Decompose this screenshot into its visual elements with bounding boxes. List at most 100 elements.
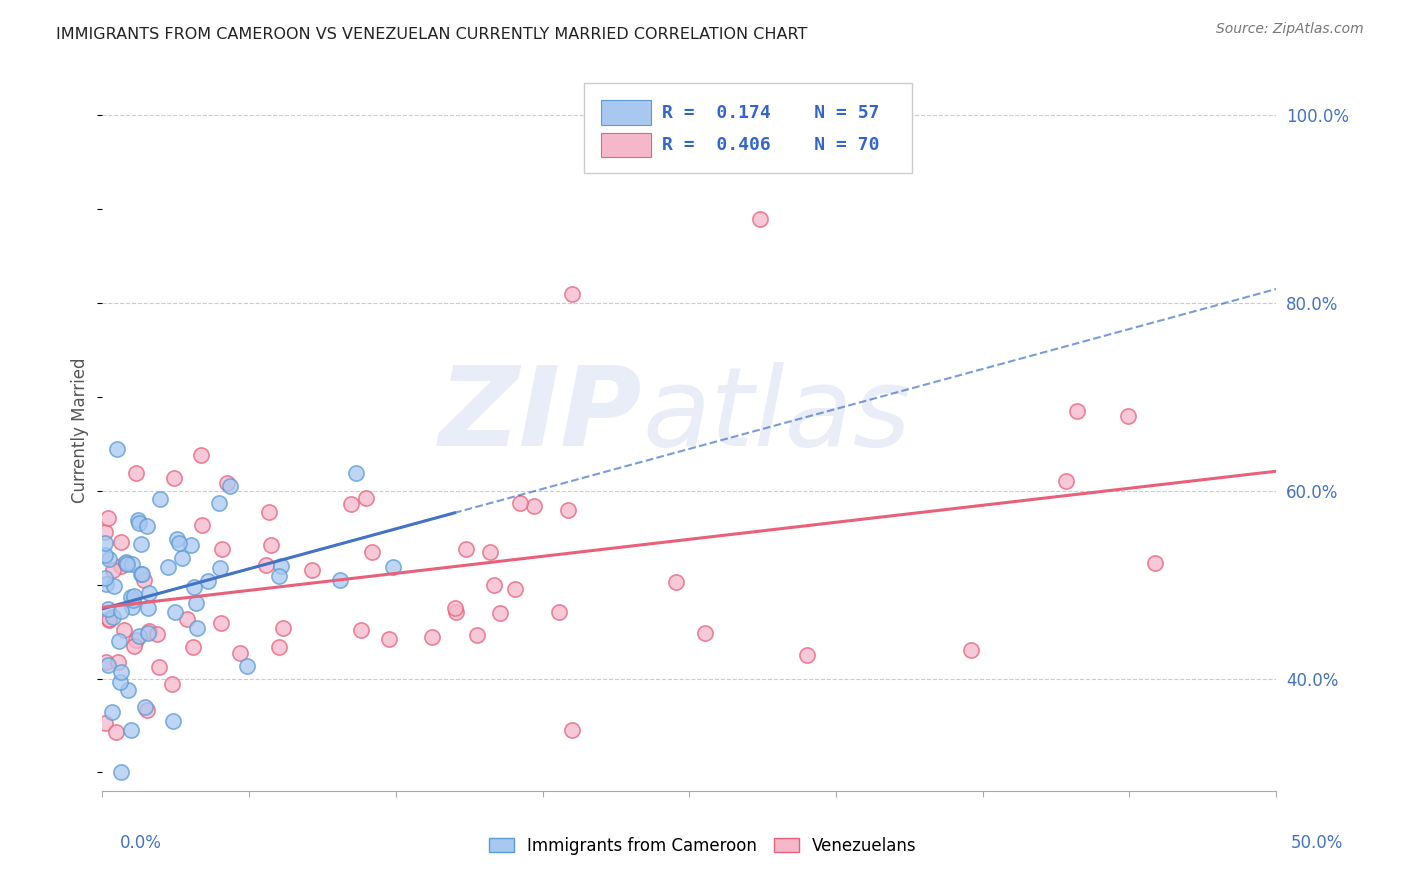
Point [160, 677, 183, 691]
Point [97, 658, 120, 673]
Point [162, 471, 184, 485]
Point [124, 640, 146, 654]
Point [557, 502, 579, 516]
Point [270, 558, 292, 573]
Point [167, 536, 190, 550]
Point [134, 699, 156, 714]
Point [467, 628, 489, 642]
Point [1116, 409, 1139, 423]
Point [97, 510, 120, 524]
Point [120, 723, 142, 738]
Point [329, 573, 352, 587]
Point [209, 616, 232, 631]
Point [94, 536, 117, 550]
Point [94, 549, 117, 563]
Point [97, 602, 120, 616]
Legend: Immigrants from Cameroon, Venezuelans: Immigrants from Cameroon, Venezuelans [482, 830, 924, 862]
Point [693, 626, 716, 640]
FancyBboxPatch shape [602, 133, 651, 157]
Point [136, 601, 159, 615]
Point [186, 596, 208, 610]
Point [523, 499, 546, 513]
Point [97, 613, 120, 627]
Point [110, 603, 132, 617]
Point [107, 633, 129, 648]
Point [115, 556, 138, 570]
Point [191, 517, 214, 532]
Point [340, 496, 363, 510]
Point [115, 557, 138, 571]
Point [94, 715, 117, 730]
Point [350, 623, 373, 637]
Point [114, 624, 136, 638]
Point [446, 605, 468, 619]
Point [1054, 474, 1077, 488]
FancyBboxPatch shape [602, 100, 651, 125]
Point [128, 629, 150, 643]
Point [229, 647, 252, 661]
Point [186, 621, 208, 635]
Point [103, 579, 125, 593]
Point [127, 513, 149, 527]
Text: Source: ZipAtlas.com: Source: ZipAtlas.com [1216, 22, 1364, 37]
Point [208, 561, 231, 575]
Point [94, 525, 117, 540]
Point [138, 586, 160, 600]
Point [121, 592, 143, 607]
Point [135, 703, 157, 717]
Point [148, 659, 170, 673]
Point [98, 612, 121, 626]
Point [124, 466, 146, 480]
Point [748, 211, 770, 226]
Point [135, 519, 157, 533]
Point [344, 467, 367, 481]
Point [110, 765, 132, 780]
Point [157, 560, 180, 574]
Point [129, 567, 152, 582]
Point [257, 505, 280, 519]
Point [131, 566, 153, 581]
Point [180, 538, 202, 552]
Point [354, 491, 377, 505]
Point [121, 557, 143, 571]
Point [117, 683, 139, 698]
Point [101, 609, 124, 624]
Point [94, 571, 117, 585]
Point [183, 640, 205, 654]
Point [382, 560, 405, 574]
Point [484, 578, 506, 592]
Point [131, 537, 153, 551]
Point [107, 655, 129, 669]
Point [183, 581, 205, 595]
Point [138, 624, 160, 639]
Point [488, 606, 510, 620]
Text: 50.0%: 50.0% [1291, 834, 1343, 852]
Point [162, 714, 184, 728]
Point [128, 516, 150, 531]
Point [960, 643, 983, 657]
Point [1066, 404, 1088, 418]
Text: IMMIGRANTS FROM CAMEROON VS VENEZUELAN CURRENTLY MARRIED CORRELATION CHART: IMMIGRANTS FROM CAMEROON VS VENEZUELAN C… [56, 27, 807, 42]
Point [122, 590, 145, 604]
Text: ZIP: ZIP [439, 362, 643, 469]
Point [271, 621, 294, 635]
Text: R =  0.406    N = 70: R = 0.406 N = 70 [662, 136, 880, 154]
Point [103, 563, 125, 577]
Point [101, 705, 124, 719]
Point [110, 665, 132, 679]
Point [110, 558, 132, 573]
Point [254, 558, 277, 572]
FancyBboxPatch shape [583, 83, 912, 173]
Point [172, 551, 194, 566]
Point [267, 569, 290, 583]
Point [104, 725, 127, 739]
Point [120, 591, 142, 605]
Point [796, 648, 818, 662]
Point [235, 659, 257, 673]
Text: R =  0.174    N = 57: R = 0.174 N = 57 [662, 103, 880, 121]
Point [509, 496, 531, 510]
Point [110, 534, 132, 549]
Point [190, 448, 212, 462]
Point [136, 626, 159, 640]
Point [105, 442, 128, 456]
